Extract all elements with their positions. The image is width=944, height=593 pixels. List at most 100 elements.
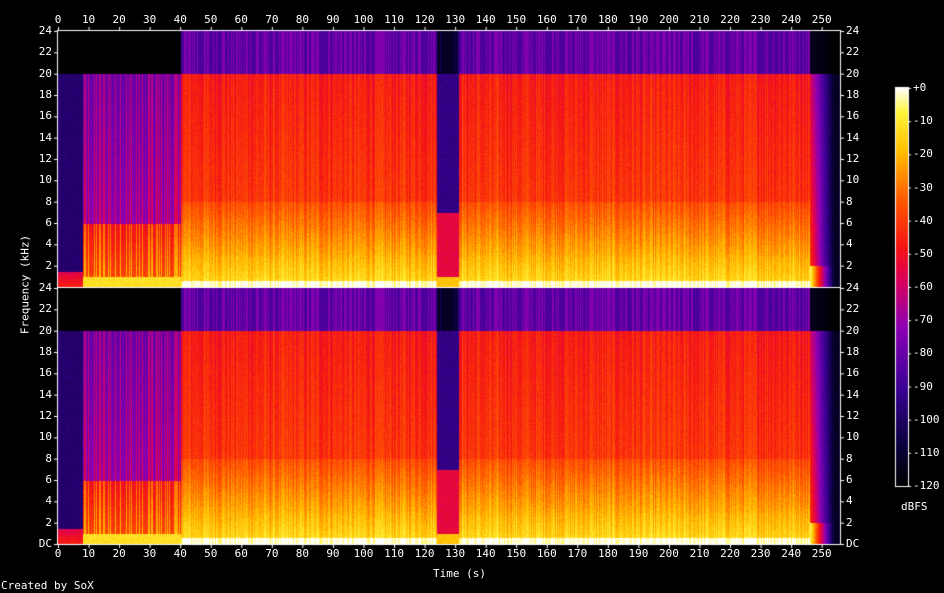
y-tick-label-right: 4 [846, 494, 853, 508]
y-tick-label-left: 24 [38, 281, 52, 294]
x-tick-label-bottom: 170 [567, 547, 588, 560]
x-tick-label-bottom: 130 [445, 547, 466, 560]
y-tick-label-right: 6 [846, 473, 853, 486]
x-tick-label-top: 60 [234, 13, 248, 26]
y-tick-label-left: 4 [45, 237, 52, 251]
y-tick-label-right: 20 [846, 66, 860, 80]
colorbar-tick-label: -50 [913, 246, 933, 260]
y-tick-label-left: 22 [38, 45, 52, 59]
y-tick-label-left: 16 [38, 366, 52, 380]
colorbar-label: dBFS [901, 500, 928, 513]
colorbar-tick-label: -110 [913, 445, 940, 459]
x-tick-label-bottom: 80 [295, 547, 310, 560]
x-axis-label: Time (s) [433, 567, 486, 580]
x-tick-label-top: 130 [445, 13, 466, 26]
x-tick-label-top: 110 [384, 13, 404, 26]
x-tick-label-bottom: 120 [414, 547, 435, 560]
x-tick-label-top: 20 [112, 13, 126, 26]
y-tick-label-right: 24 [846, 281, 860, 294]
y-tick-label-right: 12 [846, 409, 860, 422]
y-tick-label-right: 8 [846, 194, 853, 208]
y-tick-label-right: 14 [846, 387, 860, 401]
y-tick-label-right: 22 [846, 45, 860, 59]
x-tick-label-bottom: 180 [597, 547, 618, 560]
x-tick-label-bottom: 100 [353, 547, 374, 560]
x-tick-label-top: 10 [81, 13, 96, 26]
y-tick-label-left: 8 [45, 451, 52, 465]
y-axis-label: Frequency (kHz) [18, 234, 32, 335]
colorbar-tick-label: -20 [913, 147, 933, 161]
y-tick-label-right: 18 [846, 345, 860, 358]
colorbar-tick-label: -100 [913, 412, 940, 426]
colorbar-tick-label: -30 [913, 180, 933, 194]
y-tick-label-left: 24 [38, 24, 52, 37]
x-tick-label-top: 180 [597, 13, 618, 26]
x-tick-label-bottom: 20 [112, 547, 126, 560]
x-tick-label-top: 50 [204, 13, 218, 26]
x-tick-label-top: 170 [567, 13, 588, 26]
x-tick-label-bottom: 70 [265, 547, 279, 560]
x-tick-label-top: 210 [689, 13, 710, 26]
x-tick-label-bottom: 240 [781, 547, 802, 560]
x-tick-label-bottom: 230 [750, 547, 771, 560]
x-tick-label-bottom: 40 [173, 547, 187, 560]
y-tick-label-left: 10 [38, 173, 52, 187]
x-tick-label-top: 240 [781, 13, 802, 26]
x-tick-label-top: 30 [143, 13, 157, 26]
y-tick-label-left: DC [38, 537, 52, 550]
x-tick-label-top: 120 [414, 13, 435, 26]
x-tick-label-bottom: 90 [326, 547, 340, 560]
y-tick-label-left: 4 [45, 494, 52, 508]
y-tick-label-right: 22 [846, 302, 860, 316]
y-tick-label-left: 18 [38, 345, 52, 358]
x-tick-label-top: 200 [659, 13, 679, 26]
x-tick-label-bottom: 220 [720, 547, 740, 560]
x-tick-label-bottom: 50 [204, 547, 218, 560]
colorbar-tick-label: -70 [913, 313, 933, 327]
footer-credit: Created by SoX [1, 579, 94, 592]
x-tick-label-bottom: 200 [659, 547, 679, 560]
y-tick-label-right: DC [846, 537, 860, 550]
x-tick-label-bottom: 250 [811, 547, 832, 560]
x-tick-label-top: 150 [506, 13, 527, 26]
y-tick-label-right: 8 [846, 451, 853, 465]
colorbar-tick-label: -80 [913, 346, 933, 360]
y-tick-label-left: 12 [38, 409, 52, 422]
x-tick-label-top: 0 [54, 13, 62, 26]
x-tick-label-bottom: 60 [234, 547, 248, 560]
y-tick-label-right: 4 [846, 237, 853, 251]
y-tick-label-right: 20 [846, 323, 860, 337]
y-tick-label-right: 16 [846, 109, 860, 123]
colorbar-tick-label: -60 [913, 280, 933, 293]
y-tick-label-left: 14 [38, 130, 52, 144]
y-tick-label-right: 18 [846, 88, 860, 101]
y-tick-label-left: 18 [38, 88, 52, 101]
x-tick-label-top: 190 [628, 13, 649, 26]
x-tick-label-bottom: 160 [536, 547, 557, 560]
y-tick-label-right: 6 [846, 216, 853, 229]
x-tick-label-top: 100 [353, 13, 374, 26]
y-tick-label-left: 22 [38, 302, 52, 316]
x-tick-label-bottom: 210 [689, 547, 710, 560]
x-tick-label-top: 40 [173, 13, 187, 26]
y-tick-label-left: 2 [45, 258, 52, 272]
y-tick-label-left: 8 [45, 194, 52, 208]
x-tick-label-bottom: 150 [506, 547, 527, 560]
y-tick-label-left: 12 [38, 152, 52, 165]
y-tick-label-right: 2 [846, 515, 853, 529]
x-tick-label-bottom: 10 [81, 547, 96, 560]
colorbar-tick-label: -40 [913, 213, 933, 227]
y-tick-label-right: 2 [846, 258, 853, 272]
x-tick-label-top: 160 [536, 13, 557, 26]
y-tick-label-left: 10 [38, 430, 52, 444]
x-tick-label-top: 90 [326, 13, 340, 26]
colorbar-tick-label: -90 [913, 379, 933, 393]
colorbar-tick-label: -120 [913, 479, 940, 492]
x-tick-label-top: 220 [720, 13, 740, 26]
y-tick-label-left: 2 [45, 515, 52, 529]
y-tick-label-right: 14 [846, 130, 860, 144]
y-tick-label-right: 12 [846, 152, 860, 165]
x-tick-label-top: 250 [811, 13, 832, 26]
x-tick-label-top: 80 [295, 13, 310, 26]
